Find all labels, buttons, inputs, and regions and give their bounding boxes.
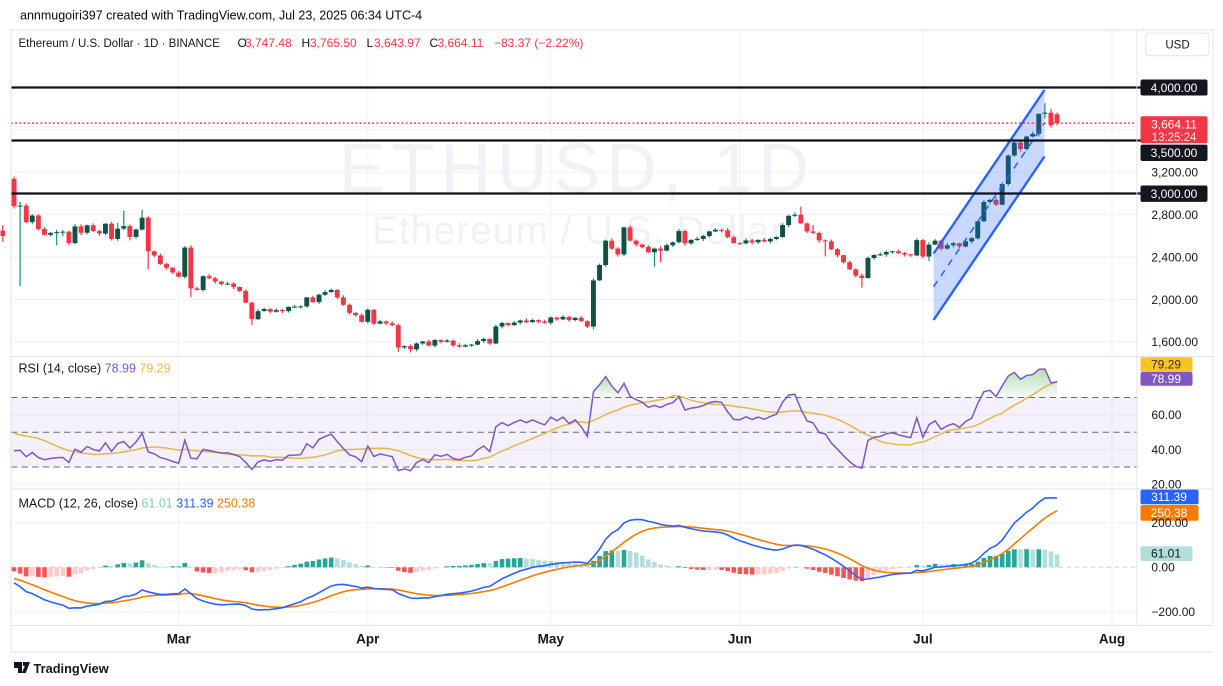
- svg-text:20.00: 20.00: [1151, 478, 1181, 492]
- svg-text:3,747.48: 3,747.48: [245, 36, 292, 50]
- svg-text:May: May: [538, 632, 565, 647]
- svg-text:78.99: 78.99: [1151, 372, 1181, 386]
- svg-text:3,000.00: 3,000.00: [1151, 187, 1198, 201]
- svg-text:−200.00: −200.00: [1151, 605, 1195, 619]
- svg-text:RSI (14, close) 78.99 79.29: RSI (14, close) 78.99 79.29: [19, 362, 171, 376]
- svg-text:annmugoiri397 created with Tra: annmugoiri397 created with TradingView.c…: [20, 9, 422, 23]
- svg-text:−83.37 (−2.22%): −83.37 (−2.22%): [494, 36, 583, 50]
- svg-text:61.01: 61.01: [1151, 547, 1181, 561]
- svg-text:0.00: 0.00: [1151, 561, 1175, 575]
- svg-text:C: C: [430, 36, 439, 50]
- svg-text:L: L: [367, 36, 374, 50]
- svg-text:13:25:24: 13:25:24: [1152, 132, 1197, 144]
- svg-text:Jul: Jul: [913, 632, 933, 647]
- svg-text:Apr: Apr: [356, 632, 380, 647]
- svg-text:79.29: 79.29: [1151, 358, 1181, 372]
- svg-text:311.39: 311.39: [1151, 490, 1187, 504]
- svg-text:3,500.00: 3,500.00: [1151, 146, 1198, 160]
- svg-text:3,643.97: 3,643.97: [374, 36, 421, 50]
- svg-text:3,765.50: 3,765.50: [310, 36, 357, 50]
- svg-text:3,200.00: 3,200.00: [1151, 166, 1198, 180]
- svg-text:MACD (12, 26, close) 61.01 311: MACD (12, 26, close) 61.01 311.39 250.38: [19, 497, 256, 511]
- svg-text:1,600.00: 1,600.00: [1151, 335, 1198, 349]
- svg-text:Aug: Aug: [1099, 632, 1125, 647]
- svg-text:Ethereum / U.S. Dollar · 1D ·: Ethereum / U.S. Dollar · 1D · BINANCE: [19, 38, 221, 50]
- svg-text:2,800.00: 2,800.00: [1151, 208, 1198, 222]
- svg-text:250.38: 250.38: [1151, 506, 1188, 520]
- svg-text:2,400.00: 2,400.00: [1151, 250, 1198, 264]
- svg-text:Jun: Jun: [728, 632, 752, 647]
- svg-text:3,664.11: 3,664.11: [1151, 117, 1197, 131]
- svg-text:Ethereum / U.S. Dollar: Ethereum / U.S. Dollar: [372, 210, 784, 253]
- svg-text:H: H: [302, 36, 311, 50]
- svg-text:2,000.00: 2,000.00: [1151, 293, 1198, 307]
- svg-text:40.00: 40.00: [1151, 443, 1181, 457]
- svg-text:USD: USD: [1165, 40, 1189, 52]
- svg-text:3,664.11: 3,664.11: [438, 36, 484, 50]
- svg-text:4,000.00: 4,000.00: [1151, 81, 1198, 95]
- svg-text:TradingView: TradingView: [34, 661, 109, 676]
- svg-text:O: O: [238, 36, 247, 50]
- svg-text:200.00: 200.00: [1151, 516, 1188, 530]
- svg-text:Mar: Mar: [167, 632, 192, 647]
- svg-text:60.00: 60.00: [1151, 408, 1181, 422]
